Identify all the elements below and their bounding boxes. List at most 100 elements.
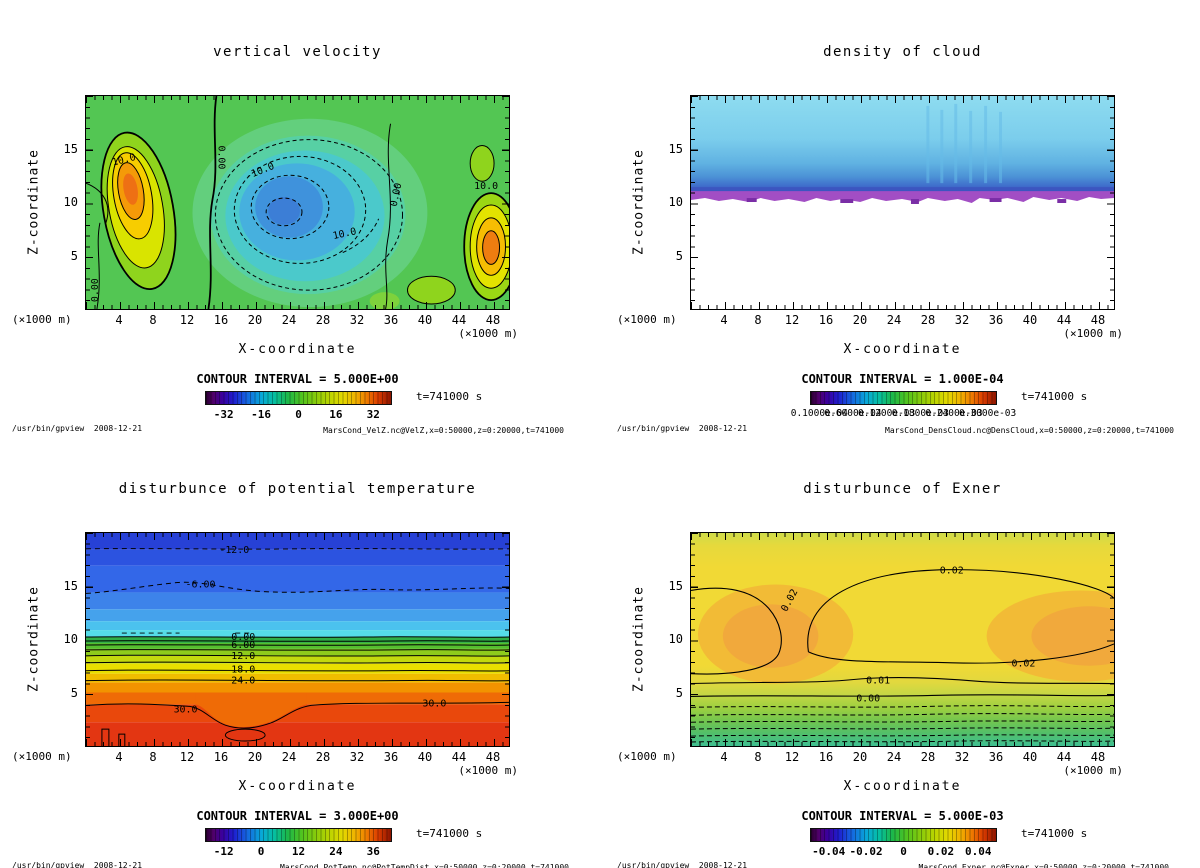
x-tick-label: 32 bbox=[349, 750, 365, 764]
colorbar-tick-label: 0.1800e-03 bbox=[891, 408, 949, 419]
x-tick-labels: 4 8 12 16 20 24 28 32 36 40 44 48 bbox=[85, 313, 510, 327]
y-axis-label: Z-coordinate bbox=[631, 149, 647, 256]
y-tick-labels: 15 10 5 bbox=[44, 95, 78, 310]
y-tick-label: 10 bbox=[63, 632, 78, 646]
colorbar-tick-label: 0.1200e-03 bbox=[858, 408, 916, 419]
colorbar-tick-label: 24 bbox=[329, 845, 343, 858]
colorbar bbox=[205, 391, 392, 405]
x-tick-label: 48 bbox=[1090, 313, 1106, 327]
y-tick-labels: 15 10 5 bbox=[649, 532, 683, 747]
colorbar-tick-label: 0.1000e-04 bbox=[790, 408, 848, 419]
x-tick-label: 48 bbox=[1090, 750, 1106, 764]
contour-label: -12.0 bbox=[219, 545, 249, 556]
y-tick-label: 10 bbox=[668, 632, 683, 646]
x-tick-label: 4 bbox=[115, 750, 123, 764]
contour-label: 0.02 bbox=[940, 566, 964, 577]
x-axis-label: X-coordinate bbox=[843, 342, 962, 357]
panel-vertical-velocity: vertical velocity Z-coordinate 15 10 5 bbox=[0, 0, 600, 435]
contour-label: 0.00 bbox=[215, 146, 226, 170]
contour-field-potential-temperature: -12.0 -6.00 0.00 6.00 12.0 18.0 24.0 30.… bbox=[86, 533, 509, 746]
time-label: t=741000 s bbox=[416, 827, 483, 840]
colorbar-tick-label: 0.6000e-04 bbox=[824, 408, 882, 419]
x-tick-label: 40 bbox=[417, 313, 433, 327]
panel-title: disturbunce of Exner bbox=[803, 481, 1002, 497]
x-axis-unit: (×1000 m) bbox=[1063, 764, 1123, 777]
contour-label: 0.00 bbox=[231, 632, 255, 643]
y-axis-unit: (×1000 m) bbox=[12, 750, 72, 763]
x-tick-label: 8 bbox=[149, 313, 157, 327]
x-tick-label: 32 bbox=[954, 313, 970, 327]
contour-label: 0.02 bbox=[1011, 659, 1035, 670]
y-tick-label: 10 bbox=[63, 195, 78, 209]
x-tick-label: 20 bbox=[852, 750, 868, 764]
y-tick-label: 15 bbox=[668, 142, 683, 156]
updraft-warm-blob-left bbox=[101, 132, 176, 290]
footer-datasource: MarsCond_Exner.nc@Exner,x=0:50000,z=0:20… bbox=[918, 863, 1169, 868]
x-tick-label: 12 bbox=[179, 313, 195, 327]
x-tick-label: 28 bbox=[920, 750, 936, 764]
x-tick-label: 32 bbox=[954, 750, 970, 764]
panel-density-of-cloud: density of cloud Z-coordinate 15 10 5 bbox=[605, 0, 1200, 435]
colorbar-tick-label: 0.04 bbox=[965, 845, 992, 858]
cloud-base-purple-band bbox=[691, 191, 1114, 203]
x-tick-label: 4 bbox=[115, 313, 123, 327]
colorbar-tick-label: -0.04 bbox=[812, 845, 846, 858]
downdraft-cool-region bbox=[192, 118, 428, 308]
panel-title: disturbunce of potential temperature bbox=[118, 481, 477, 497]
x-tick-label: 12 bbox=[784, 313, 800, 327]
colorbar bbox=[810, 391, 997, 405]
x-tick-label: 44 bbox=[1056, 313, 1072, 327]
footer-command: /usr/bin/gpview 2008-12-21 bbox=[12, 861, 143, 868]
contour-label: 0.00 bbox=[856, 693, 880, 704]
y-tick-label: 15 bbox=[63, 579, 78, 593]
x-tick-label: 24 bbox=[886, 313, 902, 327]
x-tick-labels: 4 8 12 16 20 24 28 32 36 40 44 48 bbox=[85, 750, 510, 764]
plot-area-exner: 0.02 0.02 0.02 0.01 0.00 bbox=[690, 532, 1115, 747]
x-tick-label: 24 bbox=[281, 750, 297, 764]
contour-interval-text: CONTOUR INTERVAL = 3.000E+00 bbox=[196, 809, 399, 823]
contour-label: 24.0 bbox=[231, 676, 255, 687]
cloud-streaks bbox=[926, 103, 1003, 184]
x-tick-label: 8 bbox=[149, 750, 157, 764]
contour-value-labels: -12.0 -6.00 0.00 6.00 12.0 18.0 24.0 30.… bbox=[174, 545, 447, 715]
x-tick-label: 8 bbox=[754, 313, 762, 327]
x-tick-label: 4 bbox=[720, 313, 728, 327]
y-tick-label: 10 bbox=[668, 195, 683, 209]
footer-command: /usr/bin/gpview 2008-12-21 bbox=[617, 424, 748, 433]
panel-exner: disturbunce of Exner Z-coordinate 15 10 … bbox=[605, 437, 1200, 868]
colorbar-tick-labels: -12 0 12 24 36 bbox=[205, 845, 392, 858]
x-tick-label: 4 bbox=[720, 750, 728, 764]
colorbar-tick-label: 0.02 bbox=[927, 845, 955, 858]
panel-title: vertical velocity bbox=[213, 44, 382, 60]
x-axis-unit: (×1000 m) bbox=[458, 327, 518, 340]
plot-area-potential-temperature: -12.0 -6.00 0.00 6.00 12.0 18.0 24.0 30.… bbox=[85, 532, 510, 747]
x-tick-label: 48 bbox=[485, 313, 501, 327]
panel-title: density of cloud bbox=[823, 44, 982, 60]
colorbar-tick-label: -16 bbox=[251, 408, 272, 421]
x-tick-label: 12 bbox=[179, 750, 195, 764]
solid-contour-lines bbox=[86, 96, 509, 309]
solid-contour-lines bbox=[691, 569, 1114, 698]
temperature-bands bbox=[86, 533, 509, 746]
x-tick-label: 20 bbox=[852, 313, 868, 327]
y-tick-label: 5 bbox=[675, 686, 683, 700]
colorbar-tick-label: 0.3000e-03 bbox=[959, 408, 1017, 419]
y-tick-label: 15 bbox=[63, 142, 78, 156]
y-tick-label: 15 bbox=[668, 579, 683, 593]
plot-area-density-of-cloud bbox=[690, 95, 1115, 310]
colorbar-tick-label: 0.2400e-03 bbox=[925, 408, 983, 419]
y-tick-labels: 15 10 5 bbox=[44, 532, 78, 747]
x-tick-label: 20 bbox=[247, 313, 263, 327]
y-axis-label: Z-coordinate bbox=[631, 586, 647, 693]
x-axis-unit: (×1000 m) bbox=[458, 764, 518, 777]
time-label: t=741000 s bbox=[1021, 827, 1088, 840]
x-tick-labels: 4 8 12 16 20 24 28 32 36 40 44 48 bbox=[690, 313, 1115, 327]
x-tick-label: 44 bbox=[451, 313, 467, 327]
contour-field-density-of-cloud bbox=[691, 96, 1114, 309]
contour-field-exner: 0.02 0.02 0.02 0.01 0.00 bbox=[691, 533, 1114, 746]
contour-interval-text: CONTOUR INTERVAL = 1.000E-04 bbox=[801, 372, 1004, 386]
time-label: t=741000 s bbox=[1021, 390, 1088, 403]
colorbar-tick-label: 0 bbox=[257, 845, 265, 858]
colorbar bbox=[810, 828, 997, 842]
